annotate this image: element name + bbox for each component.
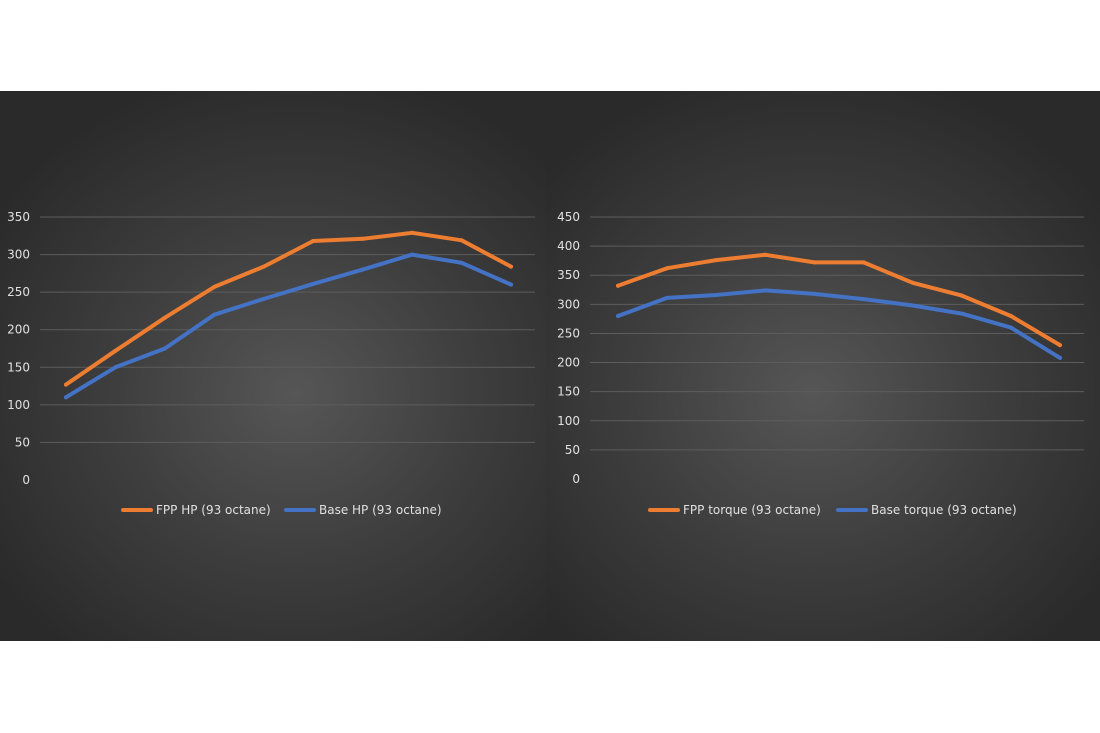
- data-point: [1008, 313, 1013, 318]
- y-tick-label: 0: [572, 472, 580, 486]
- data-point: [714, 258, 719, 263]
- y-tick-label: 100: [7, 398, 30, 412]
- data-point: [113, 365, 118, 370]
- torque-chart-panel: 0 50 100 150 200 250 300 350 400 450 FPP torque (9…: [546, 91, 1100, 641]
- data-point: [162, 346, 167, 351]
- data-point: [861, 297, 866, 302]
- y-axis-ticks: 0 50 100 150 200 250 300 350 400 450: [557, 210, 580, 486]
- data-point: [1058, 355, 1062, 360]
- series-base: [64, 252, 513, 400]
- horsepower-chart: 0 50 100 150 200 250 300 350 FPP HP (93 octane) B…: [7, 210, 535, 517]
- data-point: [509, 282, 513, 287]
- data-point: [910, 303, 915, 308]
- y-tick-label: 300: [557, 297, 580, 311]
- y-tick-label: 350: [557, 268, 580, 282]
- data-point: [1058, 343, 1062, 348]
- series-line: [64, 252, 513, 400]
- y-tick-label: 200: [7, 323, 30, 337]
- data-point: [311, 281, 316, 286]
- data-point: [113, 348, 118, 353]
- legend-label: FPP torque (93 octane): [683, 503, 821, 517]
- data-point: [459, 260, 464, 265]
- data-point: [959, 293, 964, 298]
- data-point: [665, 266, 670, 271]
- data-point: [360, 267, 365, 272]
- y-tick-label: 250: [7, 285, 30, 299]
- legend-label: Base HP (93 octane): [319, 503, 442, 517]
- data-point: [1008, 325, 1013, 330]
- data-point: [360, 236, 365, 241]
- y-axis-ticks: 0 50 100 150 200 250 300 350: [7, 210, 30, 487]
- data-point: [459, 238, 464, 243]
- y-tick-label: 150: [557, 385, 580, 399]
- data-point: [162, 315, 167, 320]
- data-point: [763, 252, 768, 257]
- gridlines: [40, 216, 535, 443]
- data-point: [812, 291, 817, 296]
- y-tick-label: 200: [557, 356, 580, 370]
- data-point: [261, 264, 266, 269]
- y-tick-label: 300: [7, 248, 30, 262]
- torque-chart: 0 50 100 150 200 250 300 350 400 450 FPP torque (9…: [557, 210, 1084, 517]
- legend-item: FPP torque (93 octane): [648, 503, 821, 517]
- y-tick-label: 400: [557, 239, 580, 253]
- data-point: [410, 230, 415, 235]
- series-fpp: [616, 252, 1062, 348]
- data-point: [665, 295, 670, 300]
- data-point: [64, 395, 68, 400]
- y-tick-label: 0: [22, 473, 30, 487]
- data-point: [261, 296, 266, 301]
- data-point: [509, 264, 513, 269]
- y-tick-label: 50: [565, 443, 580, 457]
- data-point: [616, 313, 620, 318]
- data-point: [812, 260, 817, 265]
- series-fpp: [64, 230, 513, 387]
- legend: FPP HP (93 octane) Base HP (93 octane): [121, 503, 442, 517]
- gridlines: [590, 216, 1084, 451]
- data-point: [910, 280, 915, 285]
- y-tick-label: 100: [557, 414, 580, 428]
- data-point: [861, 260, 866, 265]
- y-tick-label: 350: [7, 210, 30, 224]
- y-tick-label: 50: [15, 435, 30, 449]
- data-point: [616, 283, 620, 288]
- data-point: [410, 252, 415, 257]
- data-point: [212, 284, 217, 289]
- legend-item: Base HP (93 octane): [284, 503, 442, 517]
- chart-band: 0 50 100 150 200 250 300 350 FPP HP (93 octane) B…: [0, 91, 1100, 641]
- legend: FPP torque (93 octane) Base torque (93 oc…: [648, 503, 1017, 517]
- series-line: [616, 252, 1062, 348]
- y-tick-label: 450: [557, 210, 580, 224]
- y-tick-label: 250: [557, 326, 580, 340]
- chart-background: [546, 91, 1100, 641]
- legend-item: Base torque (93 octane): [836, 503, 1017, 517]
- data-point: [763, 288, 768, 293]
- legend-label: FPP HP (93 octane): [156, 503, 271, 517]
- horsepower-chart-panel: 0 50 100 150 200 250 300 350 FPP HP (93 octane) B…: [0, 91, 546, 641]
- data-point: [212, 312, 217, 317]
- data-point: [714, 293, 719, 298]
- data-point: [959, 311, 964, 316]
- legend-item: FPP HP (93 octane): [121, 503, 271, 517]
- data-point: [311, 239, 316, 244]
- data-point: [64, 382, 68, 387]
- series-line: [616, 288, 1062, 360]
- legend-label: Base torque (93 octane): [871, 503, 1017, 517]
- y-tick-label: 150: [7, 360, 30, 374]
- series-base: [616, 288, 1062, 360]
- series-line: [64, 230, 513, 387]
